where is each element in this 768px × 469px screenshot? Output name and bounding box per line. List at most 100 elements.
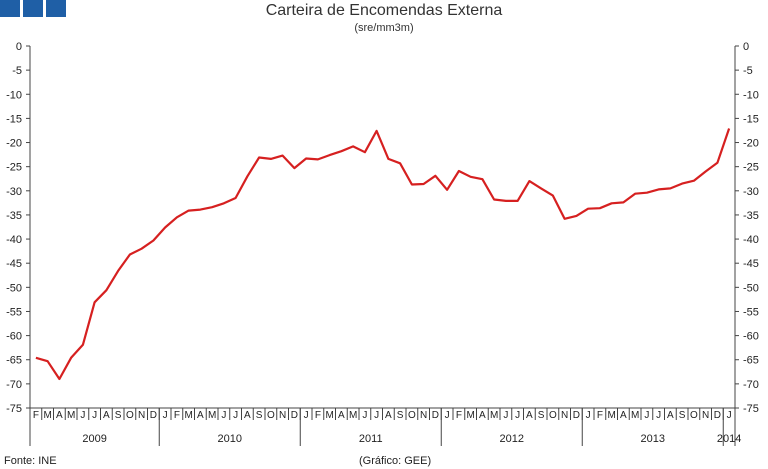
x-month-label: M xyxy=(490,410,498,421)
y-tick-label-right: -10 xyxy=(743,89,759,101)
y-tick-label-right: -5 xyxy=(743,65,753,77)
x-month-label: J xyxy=(92,410,97,421)
x-month-label: M xyxy=(67,410,75,421)
y-tick-label-right: -45 xyxy=(743,258,759,270)
x-month-label: J xyxy=(163,410,168,421)
y-tick-label-right: -75 xyxy=(743,403,759,415)
x-month-label: M xyxy=(325,410,333,421)
y-tick-label-right: -15 xyxy=(743,113,759,125)
x-month-label: D xyxy=(573,410,580,421)
y-tick-label-right: -55 xyxy=(743,306,759,318)
y-tick-label-left: -5 xyxy=(12,65,22,77)
y-tick-label-left: -10 xyxy=(6,89,22,101)
x-month-label: N xyxy=(279,410,286,421)
x-month-label: F xyxy=(174,410,180,421)
x-month-label: A xyxy=(244,410,251,421)
x-month-label: J xyxy=(362,410,367,421)
x-month-label: D xyxy=(432,410,439,421)
chart-subtitle: (sre/mm3m) xyxy=(354,22,414,34)
logo-square xyxy=(46,0,66,17)
x-month-label: M xyxy=(607,410,615,421)
x-month-label: J xyxy=(304,410,309,421)
y-tick-label-right: -30 xyxy=(743,186,759,198)
y-tick-label-right: -50 xyxy=(743,282,759,294)
x-month-label: J xyxy=(80,410,85,421)
x-month-label: A xyxy=(385,410,392,421)
x-month-label: S xyxy=(538,410,545,421)
x-month-label: N xyxy=(420,410,427,421)
y-tick-label-left: 0 xyxy=(16,41,22,53)
x-month-label: M xyxy=(631,410,639,421)
x-year-label: 2010 xyxy=(218,433,242,445)
x-year-label: 2012 xyxy=(500,433,524,445)
x-month-label: A xyxy=(56,410,63,421)
x-month-label: D xyxy=(714,410,721,421)
credit-note: (Gráfico: GEE) xyxy=(359,455,432,467)
x-month-label: J xyxy=(586,410,591,421)
y-tick-label-left: -25 xyxy=(6,162,22,174)
y-tick-label-left: -75 xyxy=(6,403,22,415)
y-tick-label-right: -20 xyxy=(743,138,759,150)
x-month-label: O xyxy=(549,410,557,421)
x-month-label: A xyxy=(197,410,204,421)
x-month-label: J xyxy=(727,410,732,421)
x-year-label: 2014 xyxy=(717,433,741,445)
x-month-label: J xyxy=(233,410,238,421)
x-month-label: M xyxy=(43,410,51,421)
x-month-label: O xyxy=(267,410,275,421)
x-month-label: A xyxy=(667,410,674,421)
x-month-label: J xyxy=(515,410,520,421)
x-month-label: A xyxy=(338,410,345,421)
x-month-label: M xyxy=(208,410,216,421)
y-tick-label-right: -35 xyxy=(743,210,759,222)
x-month-label: O xyxy=(690,410,698,421)
x-month-label: A xyxy=(103,410,110,421)
y-tick-label-left: -40 xyxy=(6,234,22,246)
x-month-label: A xyxy=(620,410,627,421)
x-month-label: J xyxy=(656,410,661,421)
y-tick-label-left: -55 xyxy=(6,306,22,318)
x-month-label: N xyxy=(702,410,709,421)
x-month-label: F xyxy=(33,410,39,421)
y-tick-label-left: -45 xyxy=(6,258,22,270)
y-tick-label-right: -40 xyxy=(743,234,759,246)
x-month-label: S xyxy=(397,410,404,421)
x-month-label: O xyxy=(408,410,416,421)
x-month-label: S xyxy=(679,410,686,421)
y-tick-label-left: -60 xyxy=(6,331,22,343)
chart-title: Carteira de Encomendas Externa xyxy=(265,2,503,19)
x-month-label: J xyxy=(374,410,379,421)
logo-square xyxy=(23,0,43,17)
x-month-label: N xyxy=(138,410,145,421)
y-tick-label-right: -25 xyxy=(743,162,759,174)
x-month-label: S xyxy=(115,410,122,421)
y-tick-label-left: -20 xyxy=(6,138,22,150)
x-year-label: 2013 xyxy=(641,433,665,445)
y-tick-label-left: -50 xyxy=(6,282,22,294)
series-line xyxy=(35,128,731,381)
y-tick-label-right: -70 xyxy=(743,379,759,391)
logo-square xyxy=(0,0,20,17)
x-month-label: J xyxy=(503,410,508,421)
y-tick-label-left: -70 xyxy=(6,379,22,391)
x-month-label: N xyxy=(561,410,568,421)
x-month-label: O xyxy=(126,410,134,421)
x-month-label: F xyxy=(456,410,462,421)
source-note: Fonte: INE xyxy=(4,455,57,467)
y-tick-label-left: -65 xyxy=(6,355,22,367)
x-month-label: D xyxy=(291,410,298,421)
y-tick-label-right: -65 xyxy=(743,355,759,367)
y-tick-label-left: -35 xyxy=(6,210,22,222)
x-month-label: A xyxy=(479,410,486,421)
x-month-label: A xyxy=(526,410,533,421)
x-month-label: M xyxy=(466,410,474,421)
x-month-label: M xyxy=(184,410,192,421)
logo xyxy=(0,0,66,17)
x-month-label: M xyxy=(349,410,357,421)
x-month-label: D xyxy=(150,410,157,421)
x-month-label: J xyxy=(445,410,450,421)
x-year-label: 2009 xyxy=(82,433,106,445)
y-tick-label-right: -60 xyxy=(743,331,759,343)
x-month-label: F xyxy=(597,410,603,421)
